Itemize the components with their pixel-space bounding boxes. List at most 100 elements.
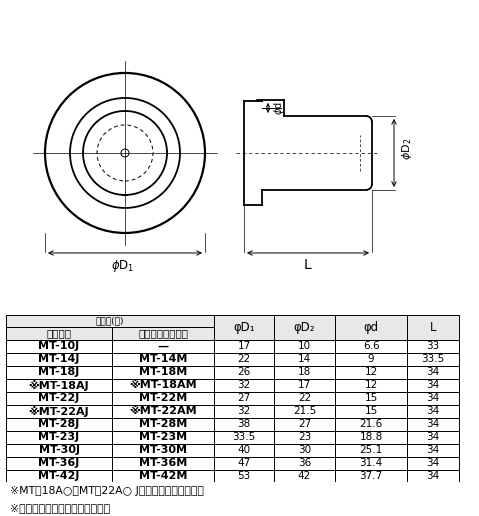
Bar	[407, 405, 459, 417]
Bar	[274, 431, 335, 444]
Text: 17: 17	[298, 380, 311, 390]
Text: MT-18M: MT-18M	[139, 367, 187, 377]
Text: 32: 32	[238, 380, 251, 390]
Text: 34: 34	[426, 445, 440, 455]
Text: φD₂: φD₂	[294, 321, 315, 334]
Bar	[113, 405, 214, 417]
Text: L: L	[304, 258, 312, 272]
Bar	[6, 444, 113, 457]
Text: ミルキーホワイト: ミルキーホワイト	[138, 328, 188, 338]
Bar	[214, 379, 274, 392]
Bar	[113, 340, 214, 353]
Bar	[335, 315, 407, 340]
Bar	[6, 340, 113, 353]
Text: 27: 27	[298, 419, 311, 429]
Bar	[335, 379, 407, 392]
Text: MT-23J: MT-23J	[38, 432, 80, 442]
Bar	[214, 353, 274, 366]
Bar	[274, 444, 335, 457]
Bar	[407, 340, 459, 353]
Bar	[335, 366, 407, 379]
Bar	[6, 470, 113, 482]
Text: 15: 15	[365, 406, 378, 416]
Text: ベー芸ゅ: ベー芸ゅ	[46, 328, 71, 338]
Bar	[6, 353, 113, 366]
Bar	[274, 353, 335, 366]
Text: 17: 17	[238, 342, 251, 351]
Text: 22: 22	[298, 393, 311, 403]
Text: 品　番(色): 品 番(色)	[96, 316, 124, 325]
Text: ※MT-18AJ: ※MT-18AJ	[29, 380, 90, 391]
Text: MT-18J: MT-18J	[38, 367, 80, 377]
Bar	[214, 405, 274, 417]
Bar	[113, 470, 214, 482]
Text: 47: 47	[238, 458, 251, 468]
Bar	[113, 431, 214, 444]
Text: MT-42M: MT-42M	[139, 471, 187, 481]
Text: 37.7: 37.7	[359, 471, 383, 481]
Text: 31.4: 31.4	[359, 458, 383, 468]
Text: 14: 14	[298, 354, 311, 364]
Bar	[6, 405, 113, 417]
Bar	[6, 392, 113, 405]
Text: 18: 18	[298, 367, 311, 377]
Bar	[214, 444, 274, 457]
Text: 32: 32	[238, 406, 251, 416]
Bar	[113, 379, 214, 392]
Text: 34: 34	[426, 471, 440, 481]
Bar	[6, 366, 113, 379]
Text: $\phi$d: $\phi$d	[272, 101, 286, 115]
Bar	[6, 327, 113, 340]
Bar	[335, 392, 407, 405]
Text: 21.6: 21.6	[359, 419, 383, 429]
Bar	[113, 353, 214, 366]
Bar	[274, 340, 335, 353]
Text: MT-36J: MT-36J	[38, 458, 80, 468]
Text: 23: 23	[298, 432, 311, 442]
Bar	[113, 457, 214, 470]
Bar	[274, 457, 335, 470]
Bar	[335, 417, 407, 431]
Bar	[6, 417, 113, 431]
Bar	[407, 366, 459, 379]
Bar	[335, 353, 407, 366]
Bar	[274, 379, 335, 392]
Bar	[214, 457, 274, 470]
Text: MT-10J: MT-10J	[38, 342, 80, 351]
Bar	[113, 366, 214, 379]
Bar	[407, 392, 459, 405]
Text: MT-23M: MT-23M	[139, 432, 187, 442]
Text: 34: 34	[426, 432, 440, 442]
Text: ※MT-22AM: ※MT-22AM	[129, 406, 197, 416]
Bar	[274, 366, 335, 379]
Text: 33.5: 33.5	[232, 432, 256, 442]
Bar	[335, 340, 407, 353]
Bar	[274, 470, 335, 482]
Bar	[214, 470, 274, 482]
Text: $\phi$D$_2$: $\phi$D$_2$	[400, 138, 414, 160]
Bar	[335, 457, 407, 470]
Text: MT-14M: MT-14M	[139, 354, 187, 364]
Bar	[6, 379, 113, 392]
Bar	[6, 431, 113, 444]
Bar	[407, 379, 459, 392]
Text: 42: 42	[298, 471, 311, 481]
Text: ※ケーブル工事にご使用下さい。: ※ケーブル工事にご使用下さい。	[11, 503, 111, 513]
Text: MT-30M: MT-30M	[139, 445, 187, 455]
Text: MT-28M: MT-28M	[139, 419, 187, 429]
Text: φd: φd	[364, 321, 379, 334]
Bar	[274, 417, 335, 431]
Text: MT-22M: MT-22M	[139, 393, 187, 403]
Text: 27: 27	[238, 393, 251, 403]
Bar	[214, 366, 274, 379]
Text: 25.1: 25.1	[359, 445, 383, 455]
Text: 33.5: 33.5	[422, 354, 445, 364]
Text: MT-36M: MT-36M	[139, 458, 187, 468]
Text: 12: 12	[365, 380, 378, 390]
Text: 12: 12	[365, 367, 378, 377]
Text: MT-30J: MT-30J	[38, 445, 80, 455]
Text: 21.5: 21.5	[293, 406, 316, 416]
Bar	[214, 417, 274, 431]
Bar	[407, 470, 459, 482]
Text: 33: 33	[426, 342, 440, 351]
